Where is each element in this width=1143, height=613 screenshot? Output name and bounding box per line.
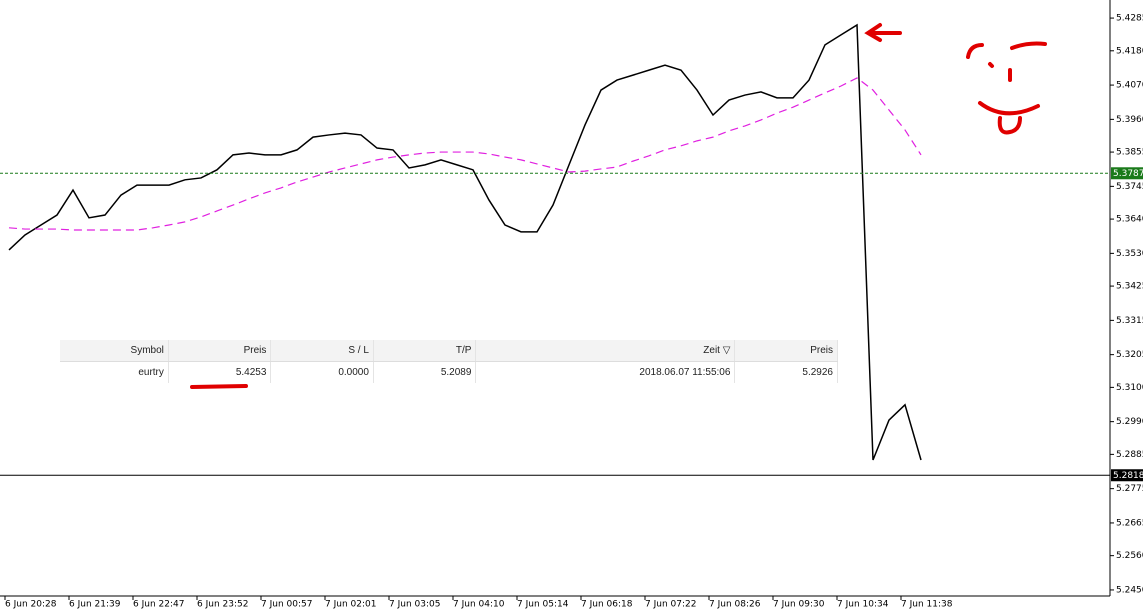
table-cell: 5.4253 <box>168 361 272 383</box>
y-tick-label: 5.3640 <box>1116 215 1143 225</box>
x-tick-label: 7 Jun 07:22 <box>645 600 696 610</box>
y-tick-label: 5.2560 <box>1116 551 1143 561</box>
table-cell: 0.0000 <box>270 361 374 383</box>
table-cell: S / L <box>270 340 374 362</box>
x-tick-label: 6 Jun 23:52 <box>197 600 248 610</box>
x-tick-label: 7 Jun 00:57 <box>261 600 312 610</box>
table-cell: 2018.06.07 11:55:06 <box>475 361 736 383</box>
x-tick-label: 7 Jun 04:10 <box>453 600 505 610</box>
level-tag <box>1111 469 1143 482</box>
x-tick-label: 7 Jun 06:18 <box>581 600 633 610</box>
y-tick-label: 5.2450 <box>1116 585 1143 595</box>
x-tick-label: 6 Jun 21:39 <box>69 600 121 610</box>
x-tick-label: 7 Jun 03:05 <box>389 600 440 610</box>
y-tick-label: 5.4070 <box>1116 81 1143 91</box>
table-cell: 5.2089 <box>373 361 477 383</box>
table-cell: Zeit ▽ <box>475 340 736 362</box>
table-cell: T/P <box>373 340 477 362</box>
y-tick-label: 5.3100 <box>1116 383 1143 393</box>
drawing <box>190 23 1047 389</box>
orders-table: Symbol Preis S / L T/P Zeit ▽ Preis eurtry 5.4… <box>60 340 838 383</box>
table-row: eurtry 5.4253 0.0000 5.2089 2018.06.07 11:55… <box>60 361 838 383</box>
table-cell: 5.2926 <box>734 361 838 383</box>
level-label: 5.3787 <box>1113 169 1143 179</box>
price-line <box>8 23 922 461</box>
table-header: Symbol Preis S / L T/P Zeit ▽ Preis <box>60 340 838 362</box>
plot <box>8 23 922 461</box>
level-label: 5.2818 <box>1113 471 1143 481</box>
y-tick-label: 5.3530 <box>1116 249 1143 259</box>
x-tick-label: 6 Jun 22:47 <box>133 600 184 610</box>
table-cell: Symbol <box>60 340 169 362</box>
table-cell: eurtry <box>60 361 169 383</box>
y-tick-label: 5.4180 <box>1116 46 1143 56</box>
x-tick-label: 7 Jun 05:14 <box>517 600 569 610</box>
x-tick-label: 7 Jun 11:38 <box>901 600 953 610</box>
table-cell: Preis <box>168 340 272 362</box>
y-tick-label: 5.2990 <box>1116 417 1143 427</box>
x-tick-label: 6 Jun 20:28 <box>5 600 57 610</box>
x-tick-label: 7 Jun 09:30 <box>773 600 825 610</box>
y-tick-label: 5.3960 <box>1116 115 1143 125</box>
x-tick-label: 7 Jun 08:26 <box>709 600 761 610</box>
price-line <box>8 77 922 231</box>
level-tag <box>1111 167 1143 180</box>
x-tick-label: 7 Jun 10:34 <box>837 600 889 610</box>
table-cell: Preis <box>734 340 838 362</box>
x-tick-label: 7 Jun 02:01 <box>325 600 376 610</box>
